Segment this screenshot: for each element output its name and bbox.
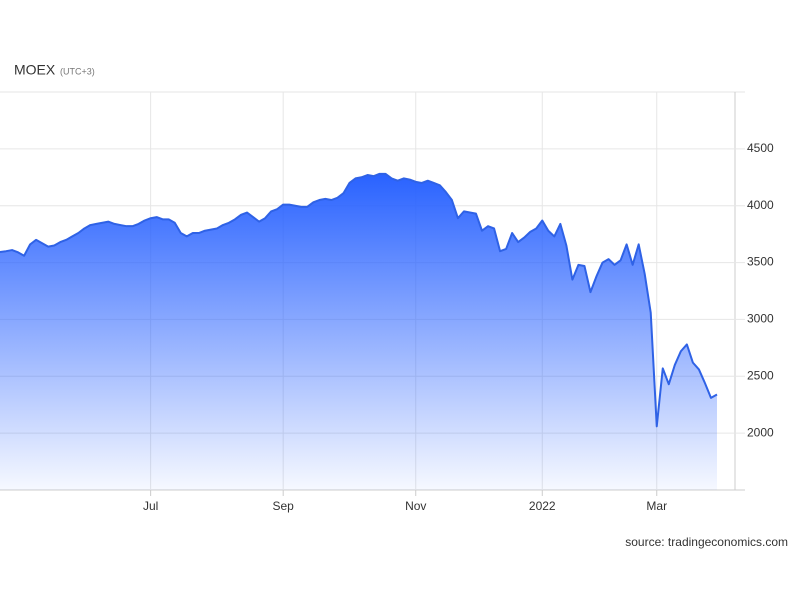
y-tick-label: 2000 xyxy=(747,425,774,439)
y-tick-label: 2500 xyxy=(747,368,774,382)
line xyxy=(0,172,718,428)
chart-title: MOEX xyxy=(14,62,56,78)
area-fill xyxy=(0,173,717,490)
y-tick-label: 4000 xyxy=(747,198,774,212)
y-tick-label: 4500 xyxy=(747,141,774,155)
x-tick-label: Nov xyxy=(405,499,426,513)
x-tick-label: Jul xyxy=(143,499,158,513)
y-tick-label: 3500 xyxy=(747,255,774,269)
y-tick-label: 3000 xyxy=(747,312,774,326)
x-tick-label: Mar xyxy=(646,499,667,513)
source: source: tradingeconomics.com xyxy=(625,535,788,549)
x-tick-label: Sep xyxy=(273,499,295,513)
chart-subtitle: (UTC+3) xyxy=(60,66,95,76)
x-tick-label: 2022 xyxy=(529,499,556,513)
